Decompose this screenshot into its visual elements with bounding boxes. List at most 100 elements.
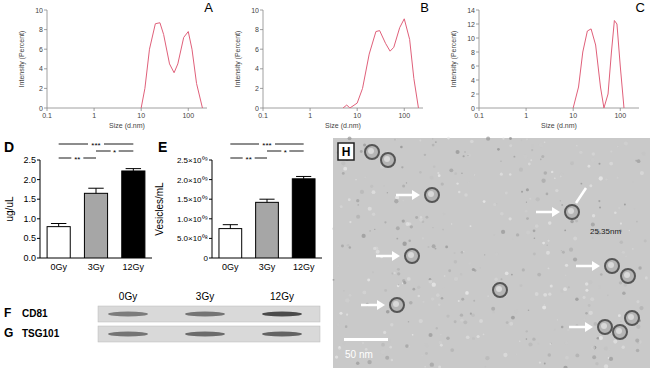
category-label: 12Gy — [293, 262, 315, 272]
grain — [632, 181, 634, 183]
y-tick-label: 1.5×10⁰⁹ — [177, 195, 208, 204]
grain — [458, 191, 460, 193]
x-tick — [357, 108, 358, 111]
grain — [493, 203, 496, 206]
grain — [580, 183, 582, 185]
grain — [483, 200, 486, 203]
y-axis-label: Intensity (Percent) — [450, 31, 458, 88]
grain — [637, 159, 641, 163]
y-tick — [476, 52, 479, 53]
grain — [614, 211, 617, 214]
grain — [519, 341, 520, 342]
category-label: 3Gy — [88, 262, 105, 272]
x-tick-label: 0.1 — [258, 112, 268, 119]
grain — [338, 346, 342, 350]
grain — [619, 281, 622, 284]
grain — [424, 154, 426, 156]
grain — [635, 338, 639, 342]
y-tick — [44, 108, 47, 109]
grain — [367, 279, 370, 282]
vesicle-core — [496, 286, 502, 292]
blot-strip — [98, 306, 320, 322]
grain — [563, 366, 567, 368]
error-cap — [51, 223, 66, 224]
grain — [394, 199, 398, 203]
grain — [397, 285, 400, 288]
significance-label: *** — [262, 141, 271, 150]
grain — [546, 251, 550, 255]
grain — [332, 227, 335, 230]
error-cap — [88, 188, 103, 189]
y-tick — [476, 80, 479, 81]
vesicle-core — [408, 252, 414, 258]
category-label: 0Gy — [50, 262, 67, 272]
grain — [609, 357, 613, 361]
grain — [463, 251, 464, 252]
x-tick — [526, 108, 527, 111]
y-tick — [209, 199, 212, 200]
grain — [532, 338, 535, 341]
grain — [480, 267, 481, 268]
x-axis-label: Size (d.nm) — [325, 122, 361, 130]
arrow-head — [592, 261, 600, 271]
y-tick — [260, 108, 263, 109]
grain — [537, 273, 541, 277]
y-tick-label: 1.0×10⁰⁹ — [177, 215, 208, 224]
vesicle — [381, 153, 395, 167]
grain — [337, 323, 340, 326]
grain — [528, 163, 531, 166]
grain — [604, 346, 608, 350]
vesicle-core — [624, 272, 630, 278]
grain — [474, 174, 475, 175]
arrow — [361, 300, 385, 310]
panel-label: G — [4, 326, 13, 340]
y-tick — [260, 10, 263, 11]
grain — [585, 282, 588, 285]
grain — [454, 277, 458, 281]
grain — [407, 277, 411, 281]
grain — [461, 251, 464, 254]
grain — [446, 337, 449, 340]
grain — [560, 175, 562, 177]
dls-panel: 024681012140.1110100Intensity (Percent)S… — [450, 0, 645, 130]
grain — [374, 229, 375, 230]
y-tick-label: 4 — [255, 65, 259, 72]
grain — [463, 155, 465, 157]
y-tick — [37, 179, 40, 180]
y-axis — [40, 160, 41, 258]
grain — [343, 167, 347, 171]
grain — [419, 139, 421, 141]
grain — [397, 272, 400, 275]
grain — [636, 325, 640, 329]
grain — [548, 353, 551, 356]
y-tick-label: 1.0 — [23, 214, 36, 224]
grain — [425, 352, 428, 355]
grain — [632, 248, 634, 250]
grain — [438, 174, 441, 177]
grain — [506, 321, 509, 324]
grain — [501, 278, 503, 280]
y-axis-label: Intensity (Percent) — [234, 31, 242, 88]
panel-label: C — [636, 0, 645, 15]
grain — [579, 151, 582, 154]
grain — [333, 279, 335, 281]
grain — [541, 155, 544, 158]
grain — [485, 366, 486, 367]
grain — [346, 314, 348, 316]
arrow-head — [552, 207, 560, 217]
grain — [589, 184, 592, 187]
y-tick — [260, 68, 263, 69]
vesicle — [565, 205, 579, 219]
grain — [526, 188, 529, 191]
x-tick-label: 1 — [308, 112, 312, 119]
x-tick-label: 0.1 — [474, 112, 484, 119]
y-tick — [260, 88, 263, 89]
grain — [397, 268, 400, 271]
grain — [443, 213, 445, 215]
grain — [568, 286, 570, 288]
grain — [599, 163, 601, 165]
grain — [402, 219, 405, 222]
grain — [467, 155, 468, 156]
grain — [573, 257, 577, 261]
grain — [575, 220, 578, 223]
